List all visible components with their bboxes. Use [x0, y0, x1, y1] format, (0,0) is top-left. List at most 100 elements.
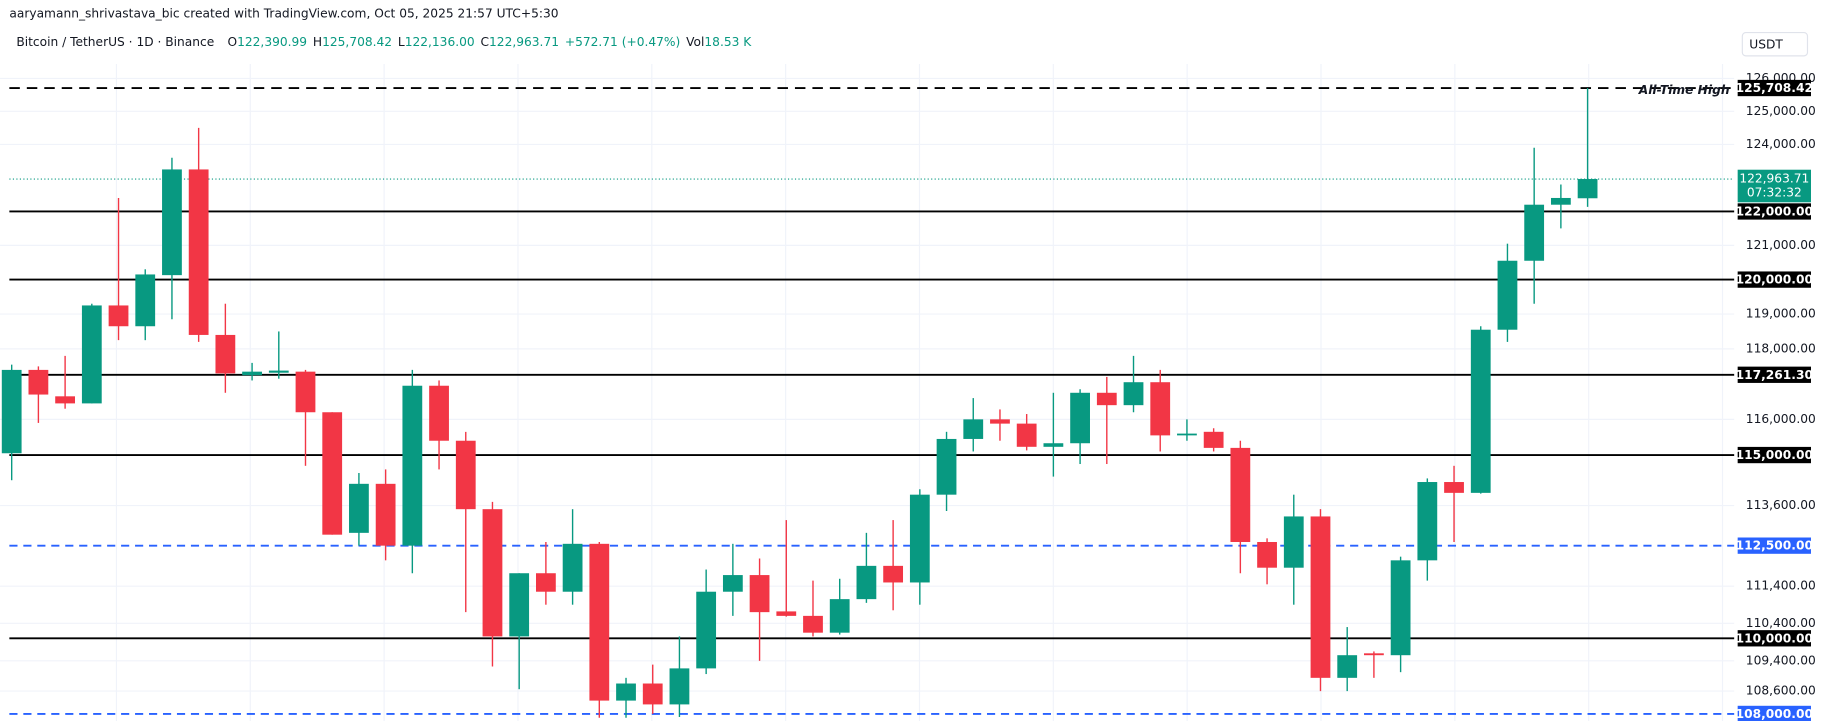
y-tick-label: 116,000.00	[1746, 412, 1816, 426]
candle-body	[1497, 260, 1518, 330]
level-label-box	[1737, 705, 1811, 721]
level-label-box	[1737, 79, 1811, 97]
candle-body	[375, 483, 396, 546]
legend-value: 122,390.99	[237, 34, 307, 48]
candle-body	[642, 683, 663, 705]
candle-body	[722, 575, 743, 592]
y-tick-label: 119,000.00	[1746, 307, 1816, 321]
candle-body	[1070, 392, 1090, 444]
candle-body	[1577, 179, 1598, 199]
last-price-label: 122,963.71	[1739, 172, 1809, 186]
symbol: Bitcoin / TetherUS · 1D · Binance	[16, 34, 214, 48]
candle-body	[509, 573, 530, 637]
candles	[1, 88, 1598, 718]
candle-body	[1364, 653, 1384, 656]
candle-body	[108, 305, 129, 327]
y-tick-label: 113,600.00	[1746, 498, 1816, 512]
candle-body	[28, 369, 49, 395]
candle-body	[1016, 423, 1037, 447]
level-label: 108,000.00	[1736, 707, 1813, 721]
candle-body	[1123, 382, 1144, 406]
level-label-box	[1737, 446, 1811, 464]
attribution: aaryamann_shrivastava_bic created with T…	[9, 6, 558, 20]
candle-body	[776, 611, 797, 616]
y-tick-label: 111,400.00	[1746, 579, 1816, 593]
candle-body	[215, 334, 236, 374]
candle-body	[268, 370, 289, 373]
level-label-box	[1737, 630, 1811, 647]
legend-key: O	[227, 34, 237, 48]
annotation: All-Time High	[1638, 83, 1730, 97]
candle-body	[883, 565, 904, 583]
candle-body	[963, 419, 984, 439]
candle-body	[295, 371, 316, 413]
y-tick-label: 108,600.00	[1746, 684, 1816, 698]
candle-body	[616, 683, 636, 701]
candle-body	[482, 509, 503, 637]
level-label: 115,000.00	[1736, 448, 1813, 462]
levels	[9, 87, 1735, 715]
level-label: 110,000.00	[1736, 631, 1813, 645]
legend: Bitcoin / TetherUS · 1D · Binance O122,3…	[16, 34, 752, 48]
candle-body	[1096, 392, 1117, 406]
legend-key: C	[481, 34, 490, 48]
level-label: 112,500.00	[1736, 539, 1813, 553]
candle-body	[162, 169, 182, 276]
legend-key: L	[398, 34, 405, 48]
currency-button[interactable]	[1741, 32, 1809, 57]
last-price-box	[1737, 169, 1811, 203]
countdown: 07:32:32	[1747, 185, 1802, 199]
candle-body	[1470, 329, 1491, 493]
level-label: 122,000.00	[1736, 205, 1813, 219]
y-tick-label: 110,400.00	[1746, 616, 1816, 630]
candle-body	[1524, 204, 1545, 261]
candle-body	[349, 483, 369, 533]
y-tick-label: 109,400.00	[1746, 653, 1816, 667]
candle-body	[242, 371, 262, 376]
candle-body	[562, 543, 583, 592]
candle-body	[55, 396, 75, 404]
candle-body	[936, 438, 957, 495]
candle-body	[803, 615, 823, 633]
candle-body	[829, 599, 850, 633]
level-label-box	[1737, 203, 1811, 220]
legend-key: H	[313, 34, 322, 48]
currency[interactable]: USDT	[1749, 37, 1783, 51]
legend-key: Vol	[686, 34, 704, 48]
price-axis: 126,000.00125,000.00124,000.00121,000.00…	[1746, 71, 1816, 698]
candle-body	[188, 169, 209, 335]
candle-body	[669, 668, 690, 705]
candle-body	[1390, 560, 1411, 656]
level-label-box	[1737, 366, 1811, 383]
candle-body	[749, 575, 770, 613]
candle-body	[402, 385, 423, 546]
candle-body	[1257, 541, 1277, 568]
grid	[0, 64, 1735, 721]
candle-body	[455, 440, 476, 510]
level-label: 117,261.30	[1736, 368, 1813, 382]
level-label-box	[1737, 537, 1811, 554]
y-tick-label: 121,000.00	[1746, 238, 1816, 252]
candle-body	[589, 543, 610, 701]
candle-body	[856, 565, 877, 600]
y-tick-label: 124,000.00	[1746, 137, 1816, 151]
level-label: 125,708.42	[1736, 81, 1813, 95]
candle-body	[1417, 482, 1438, 561]
candle-body	[909, 494, 930, 583]
candle-body	[1444, 482, 1464, 493]
legend-change: +572.71 (+0.47%)	[565, 34, 680, 48]
candle-body	[1150, 382, 1171, 436]
level-label-box	[1737, 271, 1811, 288]
candle-body	[322, 412, 343, 535]
candle-body	[81, 305, 102, 404]
candle-body	[1310, 516, 1331, 678]
legend-value: 122,136.00	[405, 34, 475, 48]
candle-body	[1550, 197, 1571, 205]
candle-body	[1230, 447, 1251, 542]
candle-body	[1203, 431, 1224, 448]
candle-body	[429, 385, 449, 441]
legend-value: 125,708.42	[322, 34, 392, 48]
